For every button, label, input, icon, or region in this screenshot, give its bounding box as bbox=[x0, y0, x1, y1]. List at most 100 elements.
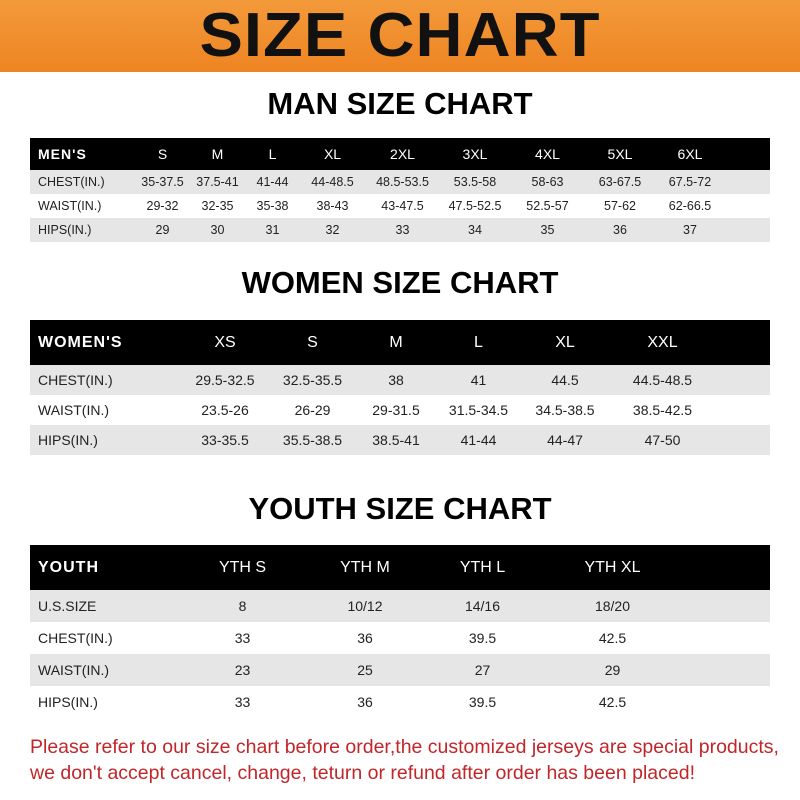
measurement-cell: 48.5-53.5 bbox=[365, 170, 440, 194]
row-label: CHEST(IN.) bbox=[30, 365, 180, 395]
row-label: WAIST(IN.) bbox=[38, 402, 110, 418]
measurement-cell: 57-62 bbox=[604, 199, 636, 213]
table-row: CHEST(IN.) 35-37.5 37.5-41 41-44 44-48.5 48.5… bbox=[30, 170, 770, 194]
measurement-cell: 14/16 bbox=[425, 590, 540, 622]
size-header: YTH L bbox=[425, 545, 540, 590]
youth-size-table: YOUTH YTH S YTH M YTH L YTH XL U.S.SIZE 8 10/12… bbox=[30, 545, 770, 718]
measurement-cell: 38.5-42.5 bbox=[632, 402, 693, 418]
measurement-cell: 38.5-41 bbox=[355, 425, 437, 455]
size-header: 3XL bbox=[440, 138, 510, 170]
measurement-cell: 53.5-58 bbox=[440, 170, 510, 194]
header-row: YOUTH YTH S YTH M YTH L YTH XL bbox=[30, 545, 770, 590]
table-header-label: MEN'S bbox=[30, 138, 135, 170]
measurement-cell: 8 bbox=[180, 590, 305, 622]
row-label: U.S.SIZE bbox=[30, 590, 180, 622]
measurement-cell: 47.5-52.5 bbox=[448, 199, 502, 213]
size-header: XL bbox=[520, 320, 610, 365]
measurement-cell: 10/12 bbox=[305, 590, 425, 622]
row-filler bbox=[725, 170, 770, 194]
table-row: WAIST(IN.) 29-32 32-35 35-38 38-43 43-47.5 47.… bbox=[30, 194, 770, 218]
size-header: XXL bbox=[610, 320, 715, 365]
measurement-cell: 37 bbox=[655, 218, 725, 242]
size-header: YTH M bbox=[305, 545, 425, 590]
measurement-cell: 29-31.5 bbox=[372, 402, 420, 418]
measurement-cell: 36 bbox=[585, 218, 655, 242]
measurement-cell: 35 bbox=[510, 218, 585, 242]
size-header: M bbox=[355, 320, 437, 365]
measurement-cell: 29 bbox=[135, 218, 190, 242]
measurement-cell: 35-38 bbox=[256, 199, 289, 213]
size-header: XS bbox=[180, 320, 270, 365]
measurement-cell: 41-44 bbox=[245, 170, 300, 194]
measurement-cell: 32 bbox=[300, 218, 365, 242]
size-header: YTH S bbox=[180, 545, 305, 590]
measurement-cell: 52.5-57 bbox=[526, 199, 569, 213]
row-filler bbox=[685, 590, 770, 622]
measurement-cell: 34 bbox=[440, 218, 510, 242]
men-size-table: MEN'S S M L XL 2XL 3XL 4XL 5XL 6XL CHEST(IN.) 35-37… bbox=[30, 138, 770, 242]
header-row: MEN'S S M L XL 2XL 3XL 4XL 5XL 6XL bbox=[30, 138, 770, 170]
size-header: S bbox=[135, 138, 190, 170]
measurement-cell: 44.5-48.5 bbox=[610, 365, 715, 395]
banner: SIZE CHART bbox=[0, 0, 800, 72]
measurement-cell: 23 bbox=[180, 654, 305, 686]
table-row: CHEST(IN.) 29.5-32.5 32.5-35.5 38 41 44.5 44.5… bbox=[30, 365, 770, 395]
table-row: HIPS(IN.) 33 36 39.5 42.5 bbox=[30, 686, 770, 718]
youth-section-title: YOUTH SIZE CHART bbox=[248, 491, 552, 526]
row-filler bbox=[715, 365, 770, 395]
measurement-cell: 29-32 bbox=[146, 199, 179, 213]
measurement-cell: 26-29 bbox=[294, 402, 331, 418]
table-row: HIPS(IN.) 29 30 31 32 33 34 35 36 37 bbox=[30, 218, 770, 242]
row-filler bbox=[685, 686, 770, 718]
measurement-cell: 35-37.5 bbox=[135, 170, 190, 194]
measurement-cell: 34.5-38.5 bbox=[535, 402, 595, 418]
size-header: 4XL bbox=[510, 138, 585, 170]
size-header: 2XL bbox=[365, 138, 440, 170]
measurement-cell: 30 bbox=[190, 218, 245, 242]
measurement-cell: 39.5 bbox=[468, 630, 497, 646]
size-header: L bbox=[245, 138, 300, 170]
table-header-label: YOUTH bbox=[30, 545, 180, 590]
measurement-cell: 38 bbox=[355, 365, 437, 395]
measurement-cell: 27 bbox=[425, 654, 540, 686]
row-label: CHEST(IN.) bbox=[30, 170, 135, 194]
measurement-cell: 41 bbox=[437, 365, 520, 395]
measurement-cell: 42.5 bbox=[598, 694, 627, 710]
size-header: M bbox=[190, 138, 245, 170]
measurement-cell: 67.5-72 bbox=[655, 170, 725, 194]
measurement-cell: 29 bbox=[540, 654, 685, 686]
banner-title: SIZE CHART bbox=[199, 1, 601, 70]
header-row: WOMEN'S XS S M L XL XXL bbox=[30, 320, 770, 365]
table-row: U.S.SIZE 8 10/12 14/16 18/20 bbox=[30, 590, 770, 622]
measurement-cell: 47-50 bbox=[610, 425, 715, 455]
measurement-cell: 33-35.5 bbox=[180, 425, 270, 455]
measurement-cell: 39.5 bbox=[468, 694, 497, 710]
measurement-cell: 32-35 bbox=[201, 199, 234, 213]
measurement-cell: 32.5-35.5 bbox=[270, 365, 355, 395]
row-label: HIPS(IN.) bbox=[30, 425, 180, 455]
size-header: 5XL bbox=[585, 138, 655, 170]
size-header: L bbox=[437, 320, 520, 365]
measurement-cell: 33 bbox=[365, 218, 440, 242]
measurement-cell: 31 bbox=[245, 218, 300, 242]
men-section-title: MAN SIZE CHART bbox=[267, 86, 533, 121]
order-notice: Please refer to our size chart before or… bbox=[30, 736, 779, 784]
row-label: WAIST(IN.) bbox=[38, 199, 102, 213]
measurement-cell: 18/20 bbox=[540, 590, 685, 622]
measurement-cell: 58-63 bbox=[510, 170, 585, 194]
size-header: XL bbox=[300, 138, 365, 170]
row-label: CHEST(IN.) bbox=[38, 630, 113, 646]
row-filler bbox=[725, 218, 770, 242]
header-filler bbox=[685, 545, 770, 590]
measurement-cell: 31.5-34.5 bbox=[448, 402, 509, 418]
measurement-cell: 63-67.5 bbox=[585, 170, 655, 194]
row-filler bbox=[715, 395, 770, 425]
measurement-cell: 38-43 bbox=[316, 199, 349, 213]
table-row: WAIST(IN.) 23.5-26 26-29 29-31.5 31.5-34.5 34… bbox=[30, 395, 770, 425]
measurement-cell: 36 bbox=[357, 694, 373, 710]
women-section-title: WOMEN SIZE CHART bbox=[241, 265, 559, 300]
size-header: 6XL bbox=[655, 138, 725, 170]
measurement-cell: 42.5 bbox=[598, 630, 627, 646]
women-size-table: WOMEN'S XS S M L XL XXL CHEST(IN.) 29.5-32.5 32.5… bbox=[30, 320, 770, 455]
measurement-cell: 44-48.5 bbox=[300, 170, 365, 194]
